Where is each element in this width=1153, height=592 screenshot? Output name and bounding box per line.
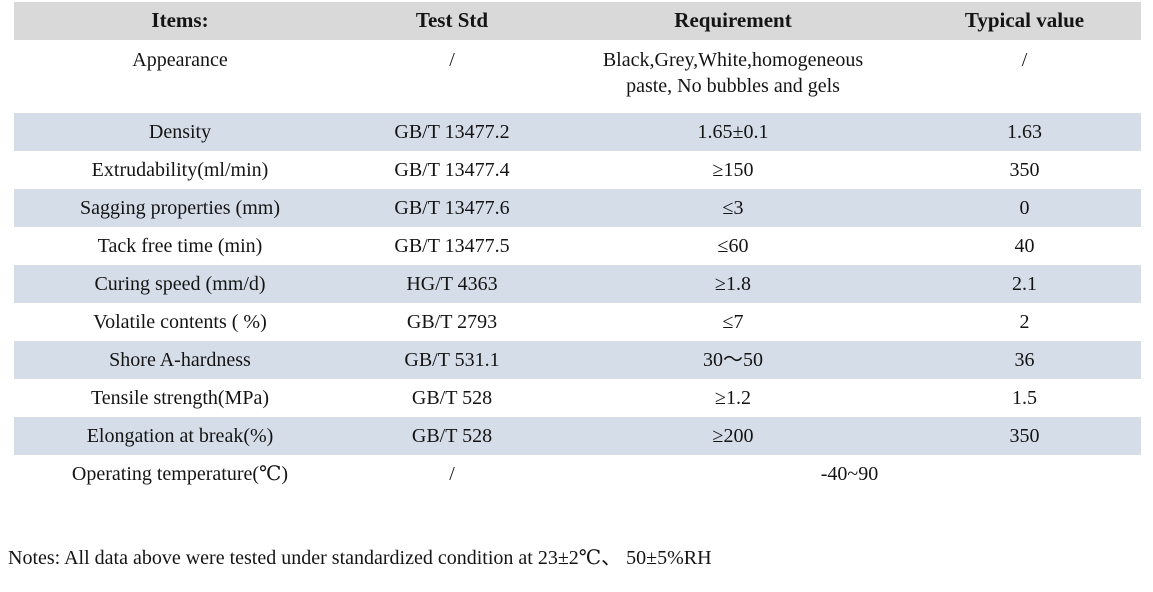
- cell-test-std: GB/T 528: [411, 387, 493, 409]
- cell-typical-value: 2: [1019, 311, 1030, 333]
- cell-typical-value: 350: [1009, 425, 1040, 447]
- cell-test-std: GB/T 13477.6: [394, 197, 510, 219]
- cell-test-std: GB/T 13477.4: [394, 159, 510, 181]
- cell-item: Tensile strength(MPa): [90, 387, 269, 409]
- cell-requirement: ≤3: [722, 197, 744, 219]
- spec-table-header: Items: Test Std Requirement Typical valu…: [14, 2, 1141, 40]
- cell-requirement: ≥1.8: [715, 273, 751, 295]
- table-row-operating-temperature: Operating temperature(℃) / -40~90: [14, 455, 1141, 493]
- cell-item: Density: [148, 121, 212, 143]
- cell-item: Curing speed (mm/d): [94, 273, 266, 295]
- cell-item: Appearance: [132, 49, 228, 71]
- cell-test-std: /: [449, 49, 455, 71]
- col-header-test-std: Test Std: [415, 8, 489, 33]
- cell-typical-value: 40: [1014, 235, 1035, 257]
- spec-table: Items: Test Std Requirement Typical valu…: [14, 2, 1141, 493]
- cell-requirement-merged: -40~90: [820, 463, 879, 485]
- cell-item: Shore A-hardness: [109, 349, 251, 371]
- col-header-requirement: Requirement: [674, 8, 792, 33]
- cell-test-std: GB/T 13477.2: [394, 121, 510, 143]
- table-row-curing-speed: Curing speed (mm/d) HG/T 4363 ≥1.8 2.1: [14, 265, 1141, 303]
- cell-test-std: /: [449, 463, 455, 485]
- cell-typical-value: 0: [1019, 197, 1030, 219]
- col-header-items: Items:: [151, 8, 209, 33]
- table-row-sagging-properties: Sagging properties (mm) GB/T 13477.6 ≤3 …: [14, 189, 1141, 227]
- table-row-appearance: Appearance / Black,Grey,White,homogeneou…: [14, 40, 1141, 113]
- cell-test-std: GB/T 13477.5: [394, 235, 510, 257]
- cell-requirement: ≤60: [717, 235, 749, 257]
- cell-requirement: 30～50: [703, 349, 763, 371]
- cell-test-std: HG/T 4363: [406, 273, 498, 295]
- cell-typical-value: 1.5: [1012, 387, 1037, 409]
- header-row: Items: Test Std Requirement Typical valu…: [14, 2, 1141, 40]
- cell-typical-value: 1.63: [1007, 121, 1042, 143]
- cell-requirement: ≥1.2: [715, 387, 751, 409]
- table-row-elongation-at-break: Elongation at break(%) GB/T 528 ≥200 350: [14, 417, 1141, 455]
- cell-requirement: ≤7: [722, 311, 744, 333]
- cell-requirement: ≥150: [712, 159, 754, 181]
- cell-item: Operating temperature(℃): [71, 463, 289, 485]
- cell-test-std: GB/T 2793: [406, 311, 498, 333]
- table-row-extrudability: Extrudability(ml/min) GB/T 13477.4 ≥150 …: [14, 151, 1141, 189]
- table-row-density: Density GB/T 13477.2 1.65±0.1 1.63: [14, 113, 1141, 151]
- cell-typical-value: 36: [1014, 349, 1035, 371]
- table-row-tack-free-time: Tack free time (min) GB/T 13477.5 ≤60 40: [14, 227, 1141, 265]
- cell-requirement: 1.65±0.1: [697, 121, 769, 143]
- cell-requirement: Black,Grey,White,homogeneous paste, No b…: [602, 49, 864, 97]
- cell-item: Extrudability(ml/min): [91, 159, 269, 181]
- cell-test-std: GB/T 531.1: [404, 349, 500, 371]
- cell-typical-value: /: [1021, 49, 1028, 71]
- table-row-volatile-contents: Volatile contents ( %) GB/T 2793 ≤7 2: [14, 303, 1141, 341]
- cell-item: Sagging properties (mm): [80, 197, 280, 219]
- cell-item: Tack free time (min): [97, 235, 263, 257]
- cell-typical-value: 350: [1009, 159, 1040, 181]
- cell-item: Elongation at break(%): [86, 425, 274, 447]
- cell-typical-value: 2.1: [1012, 273, 1037, 295]
- table-row-tensile-strength: Tensile strength(MPa) GB/T 528 ≥1.2 1.5: [14, 379, 1141, 417]
- notes-text: Notes: All data above were tested under …: [8, 547, 712, 569]
- cell-item: Volatile contents ( %): [93, 311, 267, 333]
- table-row-shore-a-hardness: Shore A-hardness GB/T 531.1 30～50 36: [14, 341, 1141, 379]
- cell-requirement: ≥200: [712, 425, 754, 447]
- spec-table-body: Appearance / Black,Grey,White,homogeneou…: [14, 40, 1141, 493]
- cell-test-std: GB/T 528: [411, 425, 493, 447]
- col-header-typical-value: Typical value: [964, 8, 1085, 33]
